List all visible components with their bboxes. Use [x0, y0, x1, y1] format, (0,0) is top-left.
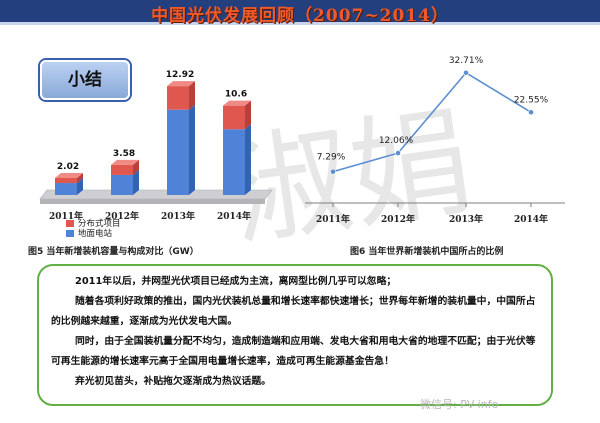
bar-top-face	[167, 81, 195, 87]
legend-swatch	[66, 230, 74, 237]
line-point	[528, 109, 534, 116]
line-category-label: 2011年	[316, 213, 350, 225]
summary-paragraph: 随着各项利好政策的推出，国内光伏装机总量和增长速率都快速增长；世界每年新增的装机…	[51, 296, 536, 327]
summary-badge: 小结	[40, 60, 130, 100]
line-point-label: 22.55%	[514, 95, 549, 105]
line-point-label: 7.29%	[317, 153, 346, 163]
bar-chart-floor-edge	[40, 199, 265, 204]
bar-ground	[167, 109, 189, 195]
wechat-footer: 微信号: PV-info	[420, 398, 499, 411]
bar-top-face	[111, 159, 139, 165]
header-bar	[0, 0, 600, 22]
bar-ground-side	[189, 104, 195, 195]
bar-total-label: 12.92	[166, 70, 194, 80]
bar-distributed	[55, 177, 77, 184]
line-point-label: 32.71%	[449, 56, 484, 66]
bar-distributed-side	[133, 159, 139, 175]
bar-chart-caption: 图5 当年新增装机容量与构成对比（GW）	[28, 247, 199, 257]
line-category-label: 2012年	[381, 213, 415, 225]
bar-top-face	[223, 100, 251, 106]
line-point	[463, 69, 469, 76]
bar-ground-side	[77, 178, 83, 195]
page-title: 中国光伏发展回顾（2007~2014）	[151, 6, 449, 26]
legend-label: 地面电站	[78, 228, 113, 239]
bar-distributed-side	[77, 172, 83, 184]
bar-ground	[55, 183, 77, 195]
bar-ground-side	[133, 169, 139, 195]
bar-distributed	[111, 164, 133, 175]
legend-label: 分布式项目	[78, 218, 121, 229]
bar-distributed-side	[189, 81, 195, 110]
bar-distributed	[167, 86, 189, 110]
bar-ground	[223, 129, 245, 195]
line-category-label: 2013年	[449, 213, 483, 225]
bar-distributed	[223, 105, 245, 130]
line-chart-caption: 图6 当年世界新增装机中国所占的比例	[350, 247, 504, 257]
bar-top-face	[55, 172, 83, 178]
bar-ground-side	[245, 124, 251, 195]
line-point	[330, 168, 336, 175]
bar-category-label: 2014年	[217, 210, 251, 222]
legend-swatch	[66, 220, 74, 227]
bar-total-label: 10.6	[225, 90, 247, 100]
line-point-label: 12.06%	[379, 136, 414, 146]
bar-distributed-side	[245, 100, 251, 130]
line-point	[395, 150, 401, 156]
bar-total-label: 2.02	[57, 162, 79, 172]
summary-paragraph: 2011年以后，并网型光伏项目已经成为主流，离网型比例几乎可以忽略；	[75, 276, 397, 287]
line-series	[332, 71, 532, 173]
bar-ground	[111, 174, 133, 195]
header-underline	[0, 22, 600, 25]
summary-paragraph: 弃光初见苗头，补贴拖欠逐渐成为热议话题。	[75, 376, 271, 387]
bar-category-label: 2012年	[105, 210, 139, 222]
summary-textbox: 2011年以后，并网型光伏项目已经成为主流，离网型比例几乎可以忽略； 随着各项利…	[37, 264, 553, 406]
bar-total-label: 3.58	[113, 149, 135, 159]
summary-paragraph: 同时，由于全国装机量分配不均匀，造成制造端和应用端、发电大省和用电大省的地理不匹…	[51, 336, 536, 367]
line-category-label: 2014年	[514, 213, 548, 225]
bar-category-label: 2011年	[49, 210, 83, 222]
bar-category-label: 2013年	[161, 210, 195, 222]
